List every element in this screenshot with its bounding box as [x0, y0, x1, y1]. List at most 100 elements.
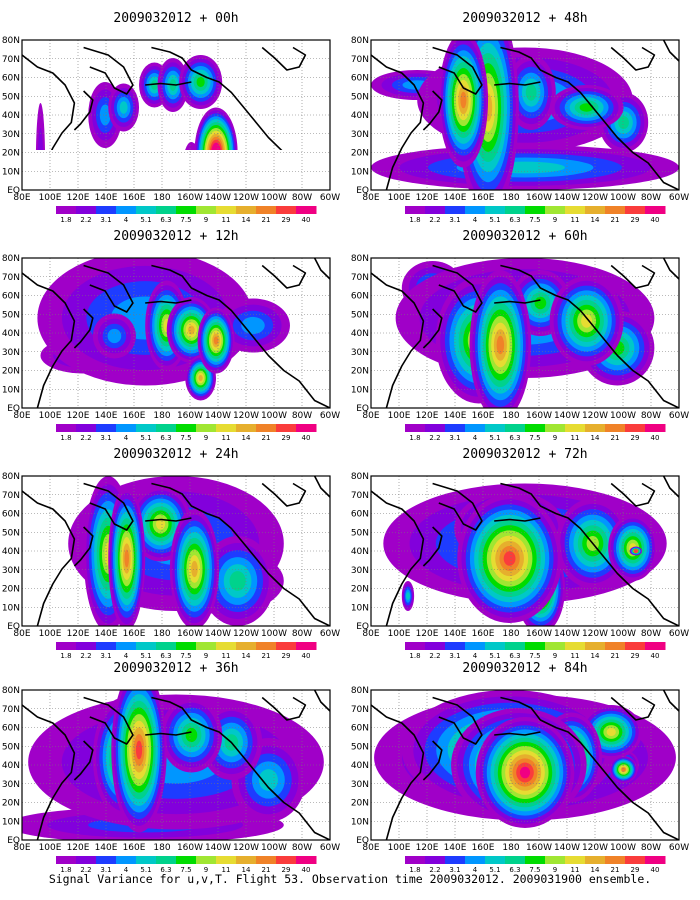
longitude-tick-label: 140E	[95, 843, 118, 853]
colorbar-label: 5.1	[489, 652, 500, 660]
longitude-tick-label: 140W	[554, 629, 580, 639]
latitude-tick-label: 60N	[2, 74, 20, 84]
coastlines	[371, 258, 679, 408]
latitude-tick-label: 20N	[351, 585, 369, 595]
colorbar-swatch	[545, 856, 566, 864]
latitude-tick-label: 70N	[351, 705, 369, 715]
colorbar-label: 29	[631, 434, 640, 442]
longitude-tick-label: 160W	[526, 629, 552, 639]
longitude-tick-label: 80E	[362, 411, 379, 421]
colorbar-label: 21	[611, 652, 620, 660]
colorbar-label: 29	[631, 216, 640, 224]
colorbar-swatch	[156, 206, 177, 214]
colorbar-label: 1.8	[409, 216, 420, 224]
longitude-tick-label: 60W	[320, 629, 340, 639]
panel-title: 2009032012 + 84h	[462, 661, 587, 676]
colorbar-label: 29	[631, 652, 640, 660]
colorbar-swatch	[56, 424, 77, 432]
colorbar-label: 9	[553, 434, 557, 442]
colorbar-label: 14	[591, 434, 600, 442]
colorbar-label: 7.5	[529, 652, 540, 660]
colorbar-swatch	[625, 206, 646, 214]
colorbar-swatch	[505, 856, 526, 864]
latitude-tick-label: 30N	[2, 348, 20, 358]
longitude-tick-label: 160E	[123, 843, 146, 853]
variance-contour	[581, 314, 593, 328]
colorbar-swatch	[645, 206, 666, 214]
variance-contour	[214, 148, 218, 150]
latitude-tick-label: 80N	[351, 36, 369, 46]
colorbar-swatch	[405, 424, 426, 432]
longitude-tick-label: 100E	[388, 411, 411, 421]
latitude-tick-label: 80N	[2, 36, 20, 46]
longitude-tick-label: 140W	[205, 629, 231, 639]
longitude-tick-label: 80W	[292, 193, 312, 203]
longitude-tick-label: 100W	[610, 193, 636, 203]
longitude-tick-label: 100W	[610, 411, 636, 421]
longitude-tick-label: 100E	[388, 843, 411, 853]
colorbar-swatch	[196, 424, 217, 432]
colorbar-swatch	[525, 424, 546, 432]
variance-contour	[135, 740, 143, 760]
colorbar-label: 9	[553, 866, 557, 874]
variance-field	[395, 258, 655, 408]
colorbar-swatch	[76, 206, 97, 214]
panel-title: 2009032012 + 36h	[113, 661, 238, 676]
map-frame	[370, 257, 680, 409]
colorbar-swatch	[605, 642, 626, 650]
colorbar-label: 2.2	[429, 652, 440, 660]
latitude-tick-label: 10N	[2, 167, 20, 177]
colorbar-swatch	[465, 642, 486, 650]
variance-contour	[35, 103, 45, 150]
map-frame	[370, 39, 680, 191]
colorbar-label: 7.5	[529, 866, 540, 874]
latitude-tick-label: 30N	[2, 566, 20, 576]
colorbar-swatch	[216, 424, 237, 432]
colorbar-swatch	[216, 856, 237, 864]
colorbar-label: 5.1	[489, 866, 500, 874]
colorbar-swatch	[465, 856, 486, 864]
longitude-tick-label: 60W	[669, 629, 689, 639]
colorbar-label: 21	[262, 866, 271, 874]
longitude-tick-label: 120E	[416, 193, 439, 203]
colorbar-label: 1.8	[409, 866, 420, 874]
longitude-tick-label: 80W	[641, 843, 661, 853]
colorbar-label: 21	[262, 216, 271, 224]
longitude-tick-label: 120W	[582, 629, 608, 639]
latitude-tick-label: 10N	[351, 603, 369, 613]
longitude-tick-label: 80E	[362, 629, 379, 639]
colorbar-label: 2.2	[429, 434, 440, 442]
latitude-tick-label: 30N	[351, 130, 369, 140]
latitude-tick-label: 20N	[2, 149, 20, 159]
latitude-tick-label: 40N	[2, 547, 20, 557]
colorbar-label: 9	[553, 216, 557, 224]
colorbar: 1.8 2.2 3.1 4 5.1 6.3 7.5 9 11 14 21 29 40	[56, 206, 317, 224]
map-panel: 2009032012 + 84h 80E 100E 120E 140E 160E 180 16…	[351, 661, 689, 874]
colorbar-label: 3.1	[449, 434, 460, 442]
longitude-tick-label: 80W	[292, 629, 312, 639]
longitude-tick-label: 120E	[416, 843, 439, 853]
longitude-tick-label: 100W	[261, 843, 287, 853]
colorbar-label: 6.3	[509, 866, 520, 874]
variance-contour	[606, 727, 616, 737]
colorbar: 1.8 2.2 3.1 4 5.1 6.3 7.5 9 11 14 21 29 40	[405, 424, 666, 442]
longitude-tick-label: 180	[153, 411, 170, 421]
colorbar-label: 3.1	[100, 434, 111, 442]
colorbar-label: 40	[651, 434, 660, 442]
latitude-tick-label: 60N	[2, 510, 20, 520]
colorbar-label: 21	[611, 216, 620, 224]
longitude-tick-label: 140E	[444, 843, 467, 853]
longitude-tick-label: 80E	[362, 843, 379, 853]
colorbar-swatch	[236, 424, 257, 432]
latitude-tick-label: 60N	[351, 74, 369, 84]
colorbar-label: 7.5	[180, 652, 191, 660]
longitude-tick-label: 80E	[13, 193, 30, 203]
colorbar-swatch	[156, 424, 177, 432]
colorbar-swatch	[425, 424, 446, 432]
colorbar-swatch	[116, 856, 137, 864]
figure-caption: Signal Variance for u,v,T. Flight 53. Ob…	[48, 872, 652, 886]
variance-contour	[496, 335, 505, 355]
colorbar-swatch	[625, 424, 646, 432]
colorbar-swatch	[605, 206, 626, 214]
colorbar-label: 1.8	[60, 866, 71, 874]
